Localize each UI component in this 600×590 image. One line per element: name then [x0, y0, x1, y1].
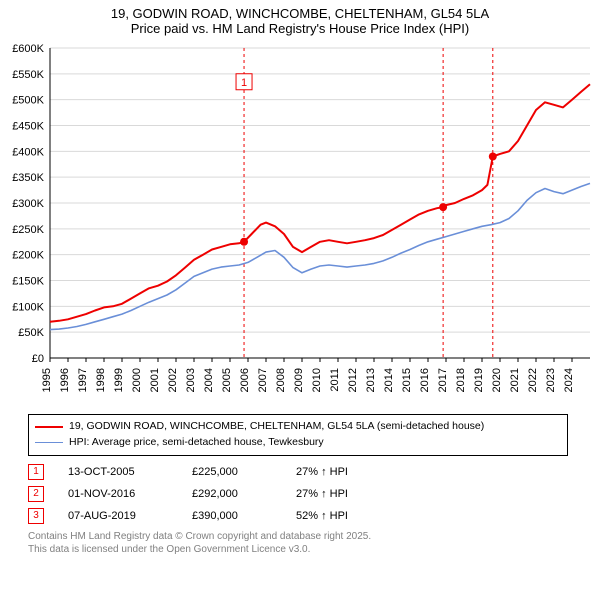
chart-container: 19, GODWIN ROAD, WINCHCOMBE, CHELTENHAM,… [0, 0, 600, 556]
legend-box: 19, GODWIN ROAD, WINCHCOMBE, CHELTENHAM,… [28, 414, 568, 456]
x-tick-label: 1998 [95, 368, 107, 392]
x-tick-label: 2021 [509, 368, 521, 392]
y-tick-label: £350K [12, 172, 44, 184]
x-tick-label: 2001 [149, 368, 161, 392]
x-tick-label: 2020 [491, 368, 503, 392]
y-tick-label: £600K [12, 43, 44, 55]
x-tick-label: 2023 [545, 368, 557, 392]
event-row: 1 13-OCT-2005 £225,000 27% ↑ HPI [28, 464, 590, 480]
event-marker-dot [240, 238, 248, 246]
event-row: 3 07-AUG-2019 £390,000 52% ↑ HPI [28, 508, 590, 524]
y-tick-label: £100K [12, 301, 44, 313]
x-tick-label: 1999 [113, 368, 125, 392]
x-tick-label: 1997 [77, 368, 89, 392]
x-tick-label: 2009 [293, 368, 305, 392]
x-tick-label: 2018 [455, 368, 467, 392]
y-tick-label: £500K [12, 95, 44, 107]
x-tick-label: 2024 [563, 368, 575, 392]
x-tick-label: 2008 [275, 368, 287, 392]
events-table: 1 13-OCT-2005 £225,000 27% ↑ HPI 2 01-NOV-201… [28, 464, 590, 524]
x-tick-label: 2019 [473, 368, 485, 392]
legend-swatch [35, 426, 63, 428]
y-tick-label: £300K [12, 198, 44, 210]
event-price: £390,000 [192, 510, 272, 522]
x-tick-label: 2013 [365, 368, 377, 392]
legend-swatch [35, 442, 63, 443]
x-tick-label: 1995 [41, 368, 53, 392]
x-tick-label: 2004 [203, 368, 215, 392]
event-price: £225,000 [192, 466, 272, 478]
chart-area: £0 £50K £100K £150K £200K £250K £300K £350K £400… [0, 38, 600, 408]
footer-note: Contains HM Land Registry data © Crown c… [28, 530, 590, 556]
y-tick-label: £200K [12, 250, 44, 262]
line-chart-svg: £0 £50K £100K £150K £200K £250K £300K £350K £400… [0, 38, 600, 408]
event-number-box: 2 [28, 486, 44, 502]
x-tick-label: 2016 [419, 368, 431, 392]
legend-row: HPI: Average price, semi-detached house,… [35, 435, 561, 451]
y-tick-label: £0 [32, 353, 44, 365]
legend-label: HPI: Average price, semi-detached house,… [69, 435, 324, 451]
event-marker-number: 1 [241, 77, 247, 89]
legend-label: 19, GODWIN ROAD, WINCHCOMBE, CHELTENHAM,… [69, 419, 484, 435]
event-price: £292,000 [192, 488, 272, 500]
title-address: 19, GODWIN ROAD, WINCHCOMBE, CHELTENHAM,… [4, 6, 596, 21]
event-date: 13-OCT-2005 [68, 466, 168, 478]
x-tick-label: 2003 [185, 368, 197, 392]
footer-line2: This data is licensed under the Open Gov… [28, 543, 590, 556]
footer-line1: Contains HM Land Registry data © Crown c… [28, 530, 590, 543]
event-delta: 52% ↑ HPI [296, 510, 396, 522]
event-date: 07-AUG-2019 [68, 510, 168, 522]
event-date: 01-NOV-2016 [68, 488, 168, 500]
x-tick-label: 2017 [437, 368, 449, 392]
y-tick-label: £50K [18, 327, 44, 339]
x-tick-label: 2011 [329, 368, 341, 392]
event-number-box: 1 [28, 464, 44, 480]
legend-row: 19, GODWIN ROAD, WINCHCOMBE, CHELTENHAM,… [35, 419, 561, 435]
title-block: 19, GODWIN ROAD, WINCHCOMBE, CHELTENHAM,… [0, 0, 600, 38]
x-tick-label: 2006 [239, 368, 251, 392]
event-row: 2 01-NOV-2016 £292,000 27% ↑ HPI [28, 486, 590, 502]
event-number-box: 3 [28, 508, 44, 524]
x-tick-label: 2015 [401, 368, 413, 392]
y-tick-label: £550K [12, 69, 44, 81]
x-tick-label: 2005 [221, 368, 233, 392]
x-tick-label: 2002 [167, 368, 179, 392]
y-tick-label: £150K [12, 276, 44, 288]
x-tick-label: 2010 [311, 368, 323, 392]
y-tick-label: £250K [12, 224, 44, 236]
x-tick-label: 1996 [59, 368, 71, 392]
x-tick-label: 2014 [383, 368, 395, 392]
x-tick-label: 2022 [527, 368, 539, 392]
title-subtitle: Price paid vs. HM Land Registry's House … [4, 21, 596, 36]
event-delta: 27% ↑ HPI [296, 466, 396, 478]
x-tick-label: 2007 [257, 368, 269, 392]
y-tick-label: £450K [12, 121, 44, 133]
x-tick-label: 2012 [347, 368, 359, 392]
event-delta: 27% ↑ HPI [296, 488, 396, 500]
x-tick-label: 2000 [131, 368, 143, 392]
event-marker-dot [489, 153, 497, 161]
y-tick-label: £400K [12, 146, 44, 158]
event-marker-dot [439, 203, 447, 211]
